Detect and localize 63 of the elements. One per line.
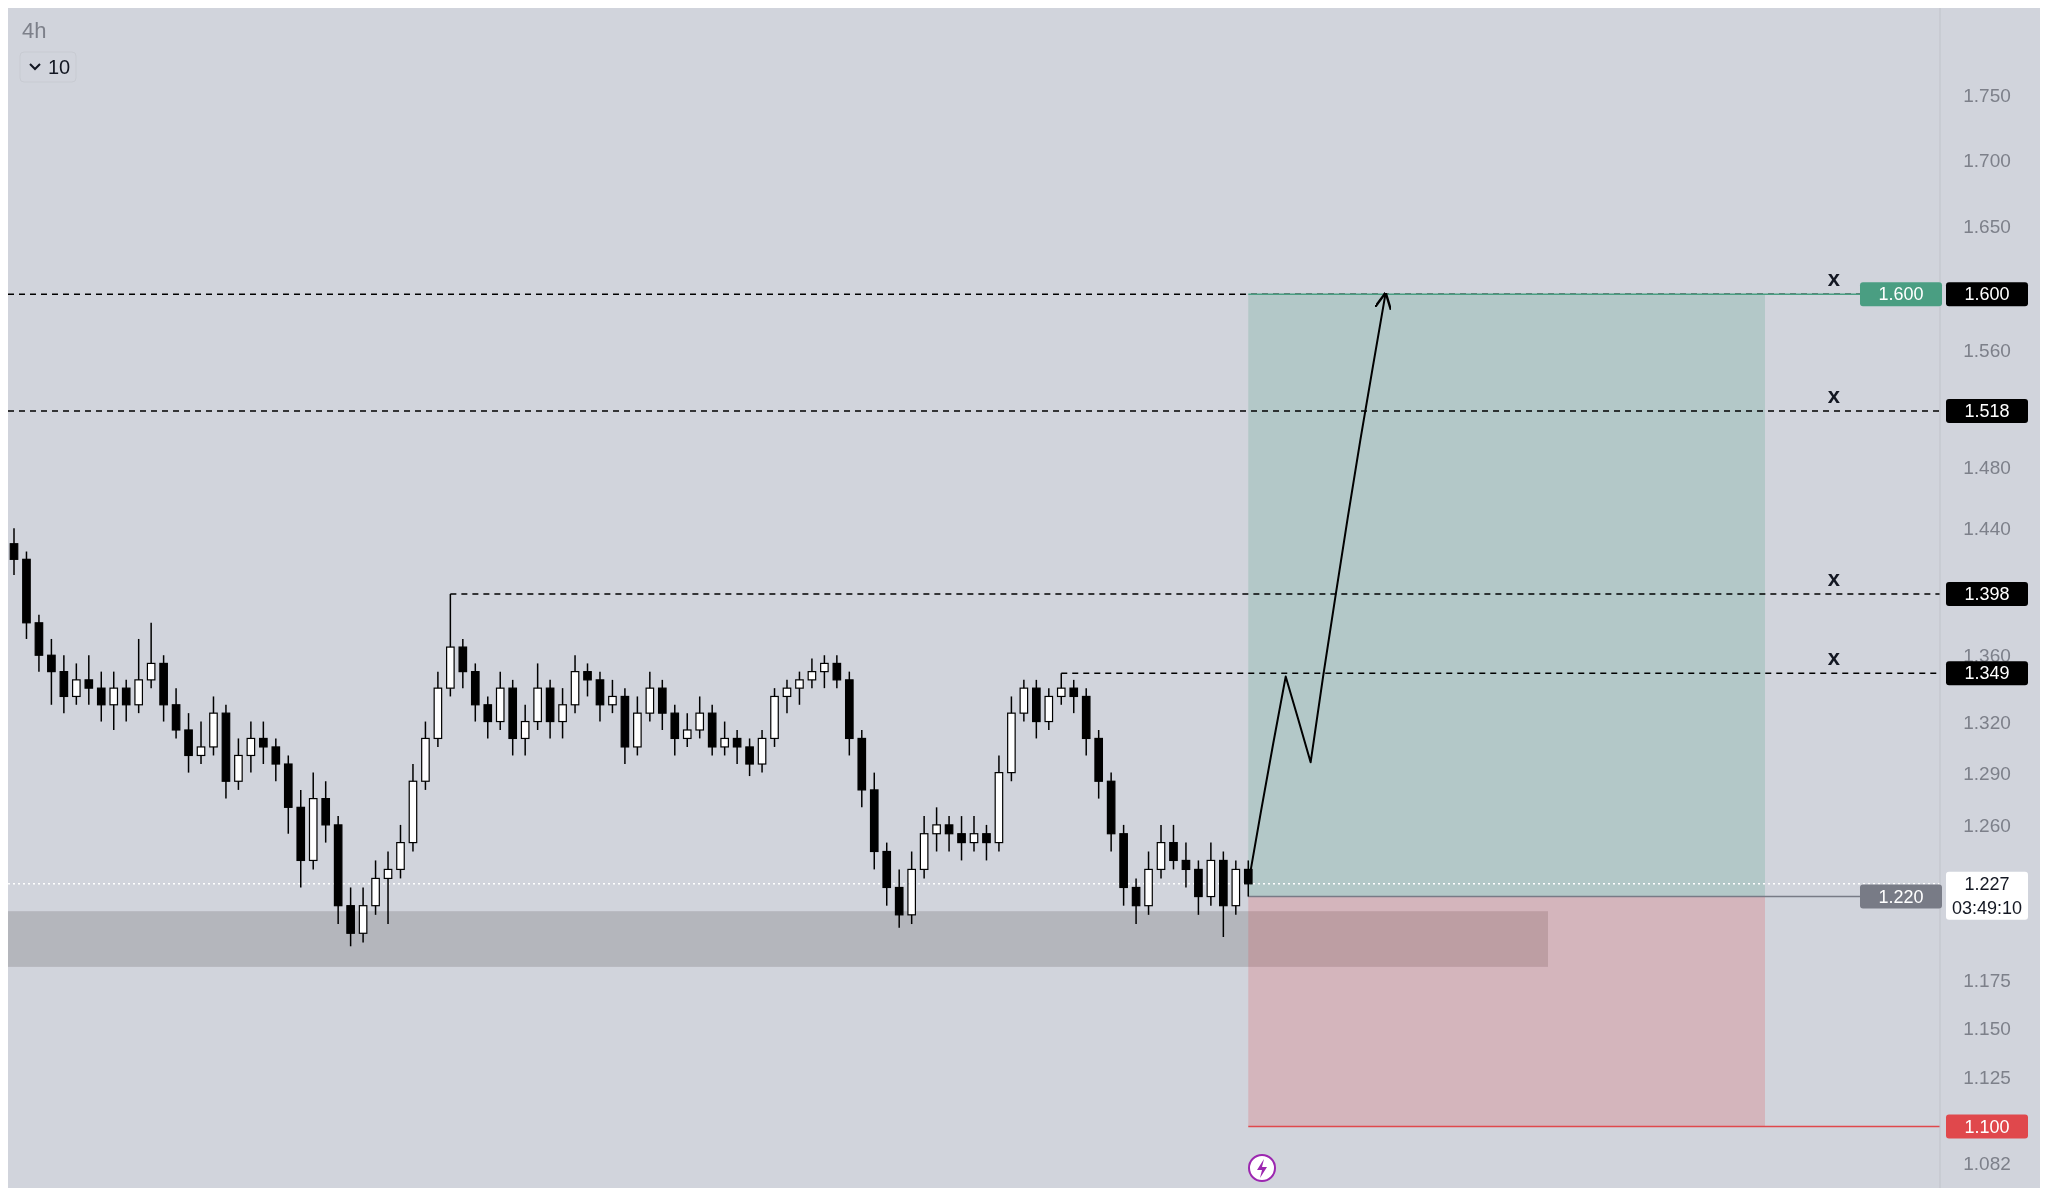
y-tick-label: 1.320 <box>1963 711 2011 733</box>
candlestick <box>520 704 530 757</box>
y-tick-label: 1.290 <box>1963 762 2011 784</box>
ref-line-label: 1.600 <box>1878 284 1924 305</box>
candlestick <box>483 695 493 740</box>
candlestick <box>682 712 692 748</box>
candlestick <box>969 815 979 853</box>
y-tick-label: 1.700 <box>1963 149 2011 171</box>
annotation: 10 <box>48 56 71 78</box>
candlestick <box>96 670 106 723</box>
annotation: x <box>1827 566 1841 592</box>
y-tick-label: 1.750 <box>1963 85 2011 107</box>
ref-line-label: 1.227 <box>1964 873 2010 894</box>
candlestick <box>720 720 729 757</box>
ref-line-label: 1.600 <box>1964 284 2010 305</box>
candlestick <box>196 720 206 765</box>
candlestick <box>608 679 617 714</box>
candlestick <box>259 720 268 765</box>
candlestick <box>695 695 705 740</box>
candlestick <box>583 662 592 698</box>
candlestick <box>1169 824 1178 871</box>
text: 03:49:10 <box>1951 897 2023 918</box>
y-tick-label: 1.440 <box>1963 518 2011 540</box>
candlestick <box>9 527 19 576</box>
annotation: x <box>1827 266 1841 292</box>
candlestick <box>271 737 281 782</box>
candlestick <box>1069 679 1079 714</box>
y-tick-label: 1.150 <box>1963 1017 2011 1039</box>
candlestick <box>957 815 966 862</box>
ref-line-label: 1.220 <box>1878 886 1924 907</box>
candlestick <box>1181 841 1191 889</box>
candlestick <box>47 638 56 706</box>
y-tick-label: 1.125 <box>1963 1066 2011 1088</box>
y-tick-label: 1.560 <box>1963 340 2011 362</box>
ref-line-label: 1.518 <box>1964 401 2010 422</box>
candlestick <box>732 729 742 765</box>
y-tick-label: 1.480 <box>1963 457 2011 479</box>
candlestick <box>1131 877 1141 925</box>
y-tick-label: 1.175 <box>1963 970 2011 992</box>
y-tick-label: 1.650 <box>1963 215 2011 237</box>
y-tick-label: 1.082 <box>1963 1153 2011 1175</box>
candlestick <box>146 622 156 689</box>
candlestick <box>782 679 792 714</box>
candlestick <box>121 679 131 723</box>
candlestick <box>558 687 567 740</box>
y-tick-label: 1.260 <box>1963 814 2011 836</box>
candlestick <box>982 824 991 862</box>
candlestick <box>944 815 954 853</box>
annotation: x <box>1827 383 1841 409</box>
annotation: x <box>1827 645 1841 671</box>
candlestick <box>795 670 804 706</box>
candlestick <box>820 654 829 689</box>
candlestick <box>72 662 81 706</box>
ref-line-label: 1.398 <box>1964 584 2010 605</box>
candlestick <box>745 737 754 777</box>
candlestick <box>109 670 119 731</box>
ref-line-label: 1.100 <box>1964 1116 2010 1137</box>
candlestick <box>932 806 941 853</box>
text: 4h <box>22 18 47 43</box>
candlestick <box>807 657 817 689</box>
candlestick <box>832 654 842 689</box>
candlestick <box>246 720 256 774</box>
candlestick <box>84 654 94 706</box>
